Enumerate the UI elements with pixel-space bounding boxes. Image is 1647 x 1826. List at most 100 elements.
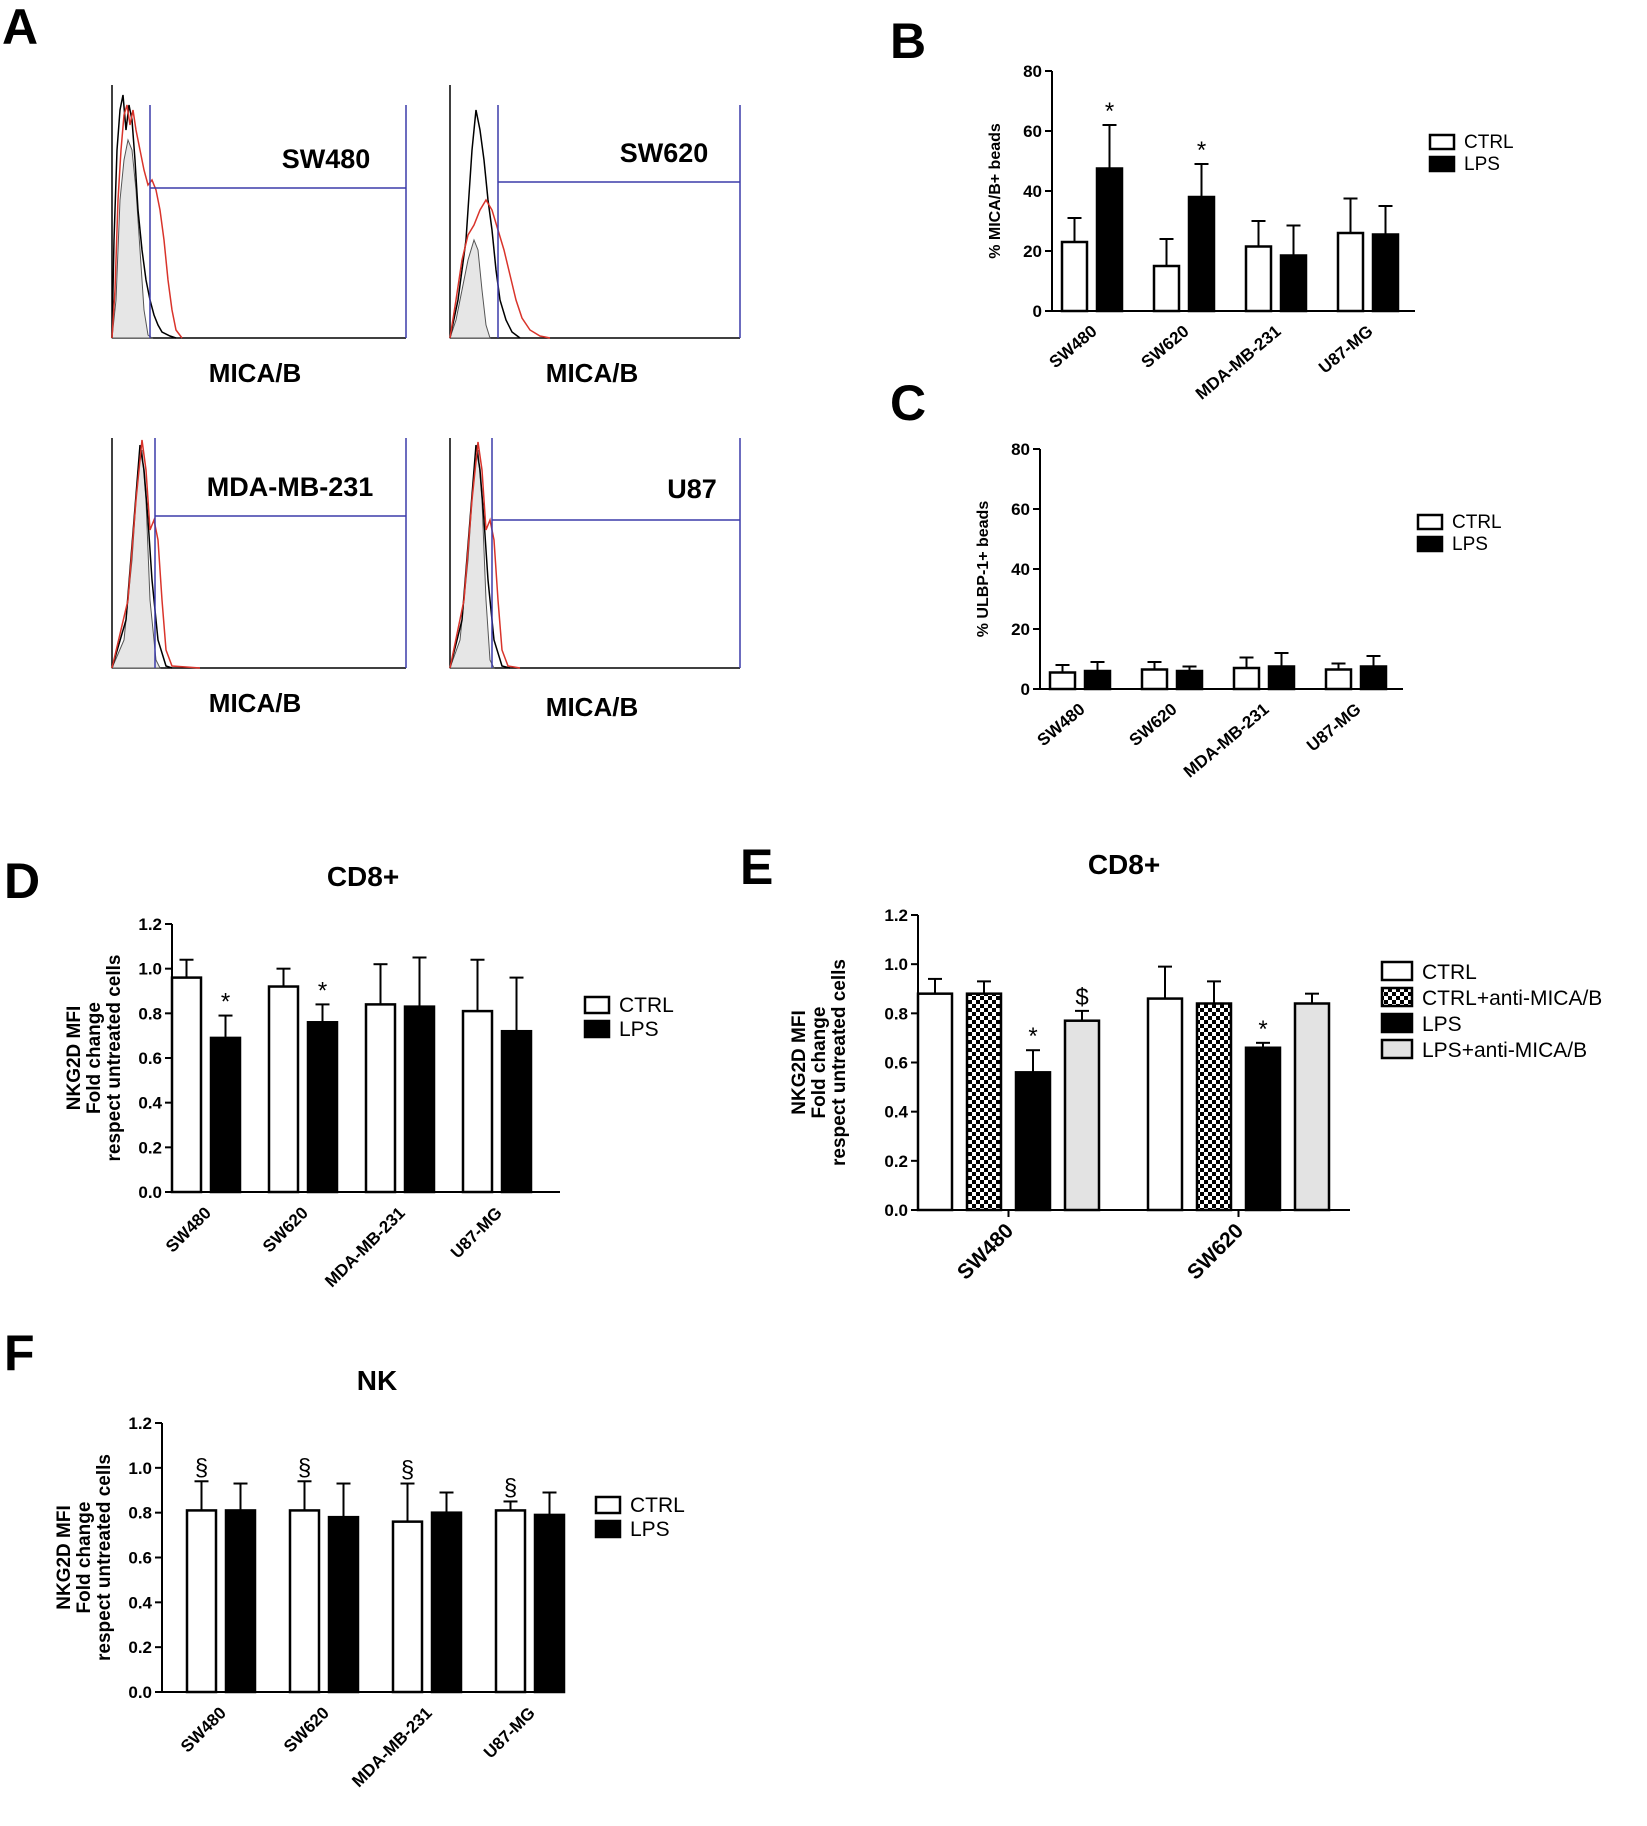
y-tick-label: 0.6 (128, 1549, 152, 1568)
control-histogram (111, 94, 177, 339)
histogram-name: U87 (667, 474, 717, 504)
category-label: SW480 (1034, 700, 1089, 750)
chart-panel-d: 0.0 0.2 0.4 0.6 0.8 1.0 1.2 NKG2D MFI Fold chang… (64, 861, 674, 1291)
bar-lps-anti-mica-b (1293, 1002, 1331, 1212)
isotype-histogram (111, 138, 154, 339)
y-axis-label: NKG2D MFI (789, 1010, 810, 1115)
bar-ctrl (916, 992, 954, 1212)
bar-ctrl (1232, 666, 1261, 691)
y-tick-label: 0.0 (128, 1683, 152, 1702)
category-label: U87-MG (447, 1203, 506, 1262)
y-tick-label: 0.6 (138, 1049, 162, 1068)
legend-label: LPS (1422, 1013, 1462, 1036)
bar-ctrl (185, 1509, 218, 1694)
histogram-xlabel: MICA/B (546, 358, 638, 388)
lps-histogram (449, 441, 521, 669)
panel-label-f: F (4, 1325, 35, 1381)
significance-marker: $ (1075, 984, 1088, 1011)
y-tick-label: 0.0 (884, 1201, 908, 1220)
category-label: U87-MG (1303, 700, 1364, 756)
y-axis-label: Fold change (74, 1502, 95, 1614)
histogram-name: SW480 (282, 144, 371, 174)
y-axis-label: NKG2D MFI (64, 1006, 85, 1111)
chart-title: CD8+ (1088, 849, 1160, 880)
bar-ctrl (1324, 668, 1353, 691)
legend-swatch (1380, 960, 1414, 982)
legend-label: CTRL (619, 994, 674, 1017)
y-tick-label: 0.2 (138, 1138, 162, 1157)
histogram-xlabel: MICA/B (209, 688, 301, 718)
category-label: SW480 (1046, 322, 1101, 372)
panel-label-b: B (890, 13, 926, 69)
legend-swatch (583, 995, 611, 1015)
bar-lps (430, 1511, 463, 1694)
category-label: SW620 (1138, 322, 1193, 372)
bar-ctrl (1152, 264, 1181, 313)
legend-swatch (583, 1019, 611, 1039)
lps-histogram (111, 104, 183, 339)
bar-ctrl (267, 985, 300, 1194)
significance-marker: § (504, 1474, 517, 1501)
legend-label: LPS (1452, 534, 1488, 555)
significance-marker: * (1028, 1023, 1037, 1050)
bar-lps (1279, 254, 1308, 313)
bar-lps (1187, 195, 1216, 313)
panel-label-d: D (4, 853, 40, 909)
category-label: MDA-MB-231 (1180, 700, 1273, 782)
bar-lps (1095, 167, 1124, 313)
y-tick-label: 0.8 (128, 1504, 152, 1523)
bar-lps (1014, 1071, 1052, 1212)
bar-ctrl (1060, 240, 1089, 313)
category-label: SW620 (1183, 1219, 1248, 1284)
bar-lps (224, 1509, 257, 1694)
lps-histogram (449, 198, 551, 339)
y-tick-label: 80 (1011, 440, 1030, 459)
bar-ctrl (1048, 671, 1077, 691)
y-tick-label: 20 (1023, 242, 1042, 261)
significance-marker: * (318, 977, 327, 1004)
isotype-histogram (449, 238, 491, 339)
legend-swatch (1380, 1038, 1414, 1060)
bar-lps-anti-mica-b (1063, 1019, 1101, 1212)
y-tick-label: 0.8 (884, 1004, 908, 1023)
significance-marker: * (1197, 137, 1206, 164)
bar-lps (327, 1515, 360, 1694)
category-label: MDA-MB-231 (1192, 322, 1285, 404)
legend-label: CTRL (1452, 512, 1502, 533)
y-tick-label: 0.4 (138, 1094, 162, 1113)
bar-ctrl (288, 1509, 321, 1694)
histogram-xlabel: MICA/B (546, 692, 638, 722)
category-label: SW620 (259, 1203, 312, 1256)
histogram-sw620: SW620 MICA/B (449, 85, 741, 388)
y-tick-label: 0.4 (884, 1103, 908, 1122)
chart-title: CD8+ (327, 861, 399, 892)
bar-ctrl (1336, 231, 1365, 313)
legend-swatch (594, 1495, 622, 1515)
chart-panel-f: 0.0 0.2 0.4 0.6 0.8 1.0 1.2 NKG2D MFI Fold chang… (54, 1365, 685, 1791)
bar-ctrl (1140, 668, 1169, 691)
legend-label: CTRL+anti-MICA/B (1422, 987, 1602, 1010)
legend-label: CTRL (630, 1494, 685, 1517)
y-tick-label: 1.2 (138, 915, 162, 934)
histogram-mda-mb-231: MDA-MB-231 MICA/B (111, 438, 407, 718)
y-tick-label: 1.2 (884, 906, 908, 925)
histogram-name: MDA-MB-231 (207, 472, 374, 502)
chart-title: NK (357, 1365, 397, 1396)
legend-label: LPS (619, 1018, 659, 1041)
y-tick-label: 0.2 (884, 1152, 908, 1171)
bar-ctrl (494, 1509, 527, 1694)
y-axis-label: NKG2D MFI (54, 1505, 75, 1610)
significance-marker: * (1105, 98, 1114, 125)
bar-ctrl (461, 1009, 494, 1194)
category-label: SW480 (953, 1219, 1018, 1284)
bar-ctrl (1146, 997, 1184, 1212)
legend-swatch (1428, 133, 1456, 151)
significance-marker: § (401, 1457, 414, 1484)
bar-lps (1371, 233, 1400, 313)
y-axis-label: respect untreated cells (94, 1454, 115, 1661)
legend-swatch (1380, 1012, 1414, 1034)
chart-panel-c: 0 20 40 60 80 % ULBP-1+ beads SW480 SW620 MDA-MB… (975, 440, 1502, 781)
significance-marker: * (221, 989, 230, 1016)
significance-marker: § (195, 1454, 208, 1481)
panel-label-c: C (890, 375, 926, 431)
